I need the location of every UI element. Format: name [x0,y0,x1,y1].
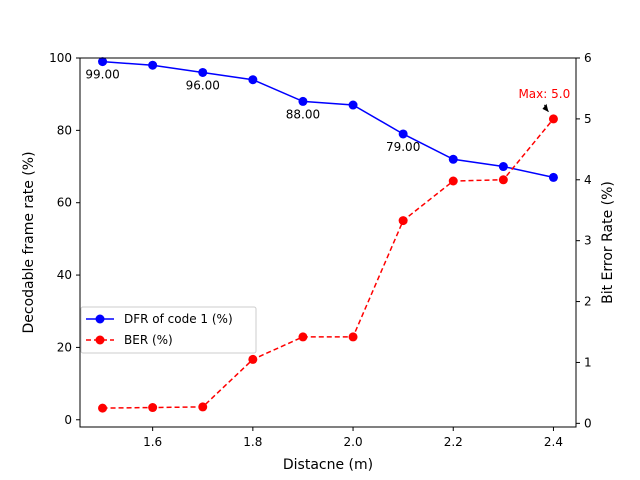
y-axis-right-label: Bit Error Rate (%) [600,181,616,304]
x-axis: 1.6 1.8 2.0 2.2 2.4 [143,427,563,449]
data-point-dfr [148,60,158,70]
data-point-dfr [348,100,358,110]
data-point-dfr [248,75,258,85]
x-tick-label: 2.2 [444,435,463,449]
legend-box [80,306,257,354]
y-right-tick-label: 1 [584,355,592,369]
x-axis-label: Distacne (m) [283,457,373,473]
lines-layer [102,60,555,409]
max-annotation-arrow-head [542,103,549,112]
data-label: 79.00 [386,140,420,154]
y-right-tick-label: 5 [584,112,592,126]
data-point-ber [248,354,258,364]
y-left-tick-label: 100 [49,51,72,65]
x-tick-label: 1.8 [243,435,262,449]
labels-layer: 99.00 96.00 88.00 79.00 Max: 5.0 [85,68,570,154]
y-left-tick-label: 80 [57,123,72,137]
legend: DFR of code 1 (%) BER (%) [80,306,257,354]
y-axis-left: 0 20 40 60 80 100 [49,51,80,427]
data-point-dfr [198,67,208,77]
data-point-ber [148,403,158,413]
legend-marker-ber [95,335,105,345]
data-point-dfr [398,129,408,139]
points-layer [98,57,558,413]
data-label: 99.00 [85,68,119,82]
y-left-tick-label: 40 [57,268,72,282]
y-right-tick-label: 6 [584,51,592,65]
y-right-tick-label: 2 [584,295,592,309]
data-label: 96.00 [186,78,220,92]
plot-frame [79,57,577,428]
data-point-ber [348,332,358,342]
y-right-tick-label: 3 [584,234,592,248]
y-right-tick-label: 0 [584,416,592,430]
data-label: 88.00 [286,107,320,121]
data-point-dfr [98,57,108,67]
y-axis-right: 0 1 2 3 4 5 6 [576,51,592,430]
y-left-tick-label: 0 [64,413,72,427]
data-point-ber [198,402,208,412]
y-axis-left-label: Decodable frame rate (%) [21,151,37,333]
x-tick-label: 2.0 [344,435,363,449]
y-left-tick-label: 60 [57,196,72,210]
x-tick-label: 1.6 [143,435,162,449]
data-point-dfr [498,162,508,172]
data-point-ber [548,114,558,124]
y-right-tick-label: 4 [584,173,592,187]
legend-label-ber: BER (%) [124,333,173,347]
data-point-ber [298,332,308,342]
data-point-ber [448,176,458,186]
data-point-ber [398,216,408,226]
data-point-dfr [298,96,308,106]
legend-marker-dfr [95,314,105,324]
x-tick-label: 2.4 [544,435,563,449]
plot-area [80,58,576,427]
y-left-tick-label: 20 [57,340,72,354]
series-line-dfr [102,60,554,179]
series-line-ber [102,118,555,409]
data-point-ber [498,175,508,185]
data-point-dfr [548,172,558,182]
data-point-dfr [448,154,458,164]
max-annotation-text: Max: 5.0 [518,87,570,101]
legend-label-dfr: DFR of code 1 (%) [124,312,233,326]
data-point-ber [98,403,108,413]
